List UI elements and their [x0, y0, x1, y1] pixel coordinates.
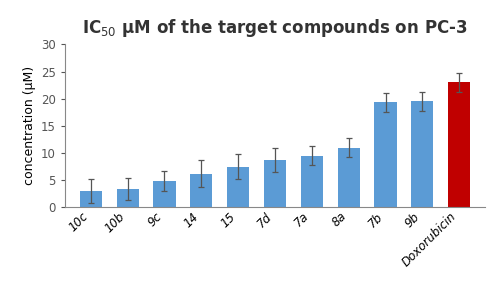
Bar — [190, 173, 212, 207]
Title: IC$_{50}$ μM of the target compounds on PC-3: IC$_{50}$ μM of the target compounds on … — [82, 17, 468, 39]
Bar — [338, 147, 359, 207]
Bar — [154, 181, 176, 207]
Bar — [227, 166, 249, 207]
Bar — [80, 191, 102, 207]
Y-axis label: concentration (μM): concentration (μM) — [22, 66, 36, 185]
Bar — [301, 156, 323, 207]
Bar — [116, 189, 138, 207]
Bar — [448, 82, 470, 207]
Bar — [264, 160, 286, 207]
Bar — [412, 101, 434, 207]
Bar — [374, 102, 396, 207]
